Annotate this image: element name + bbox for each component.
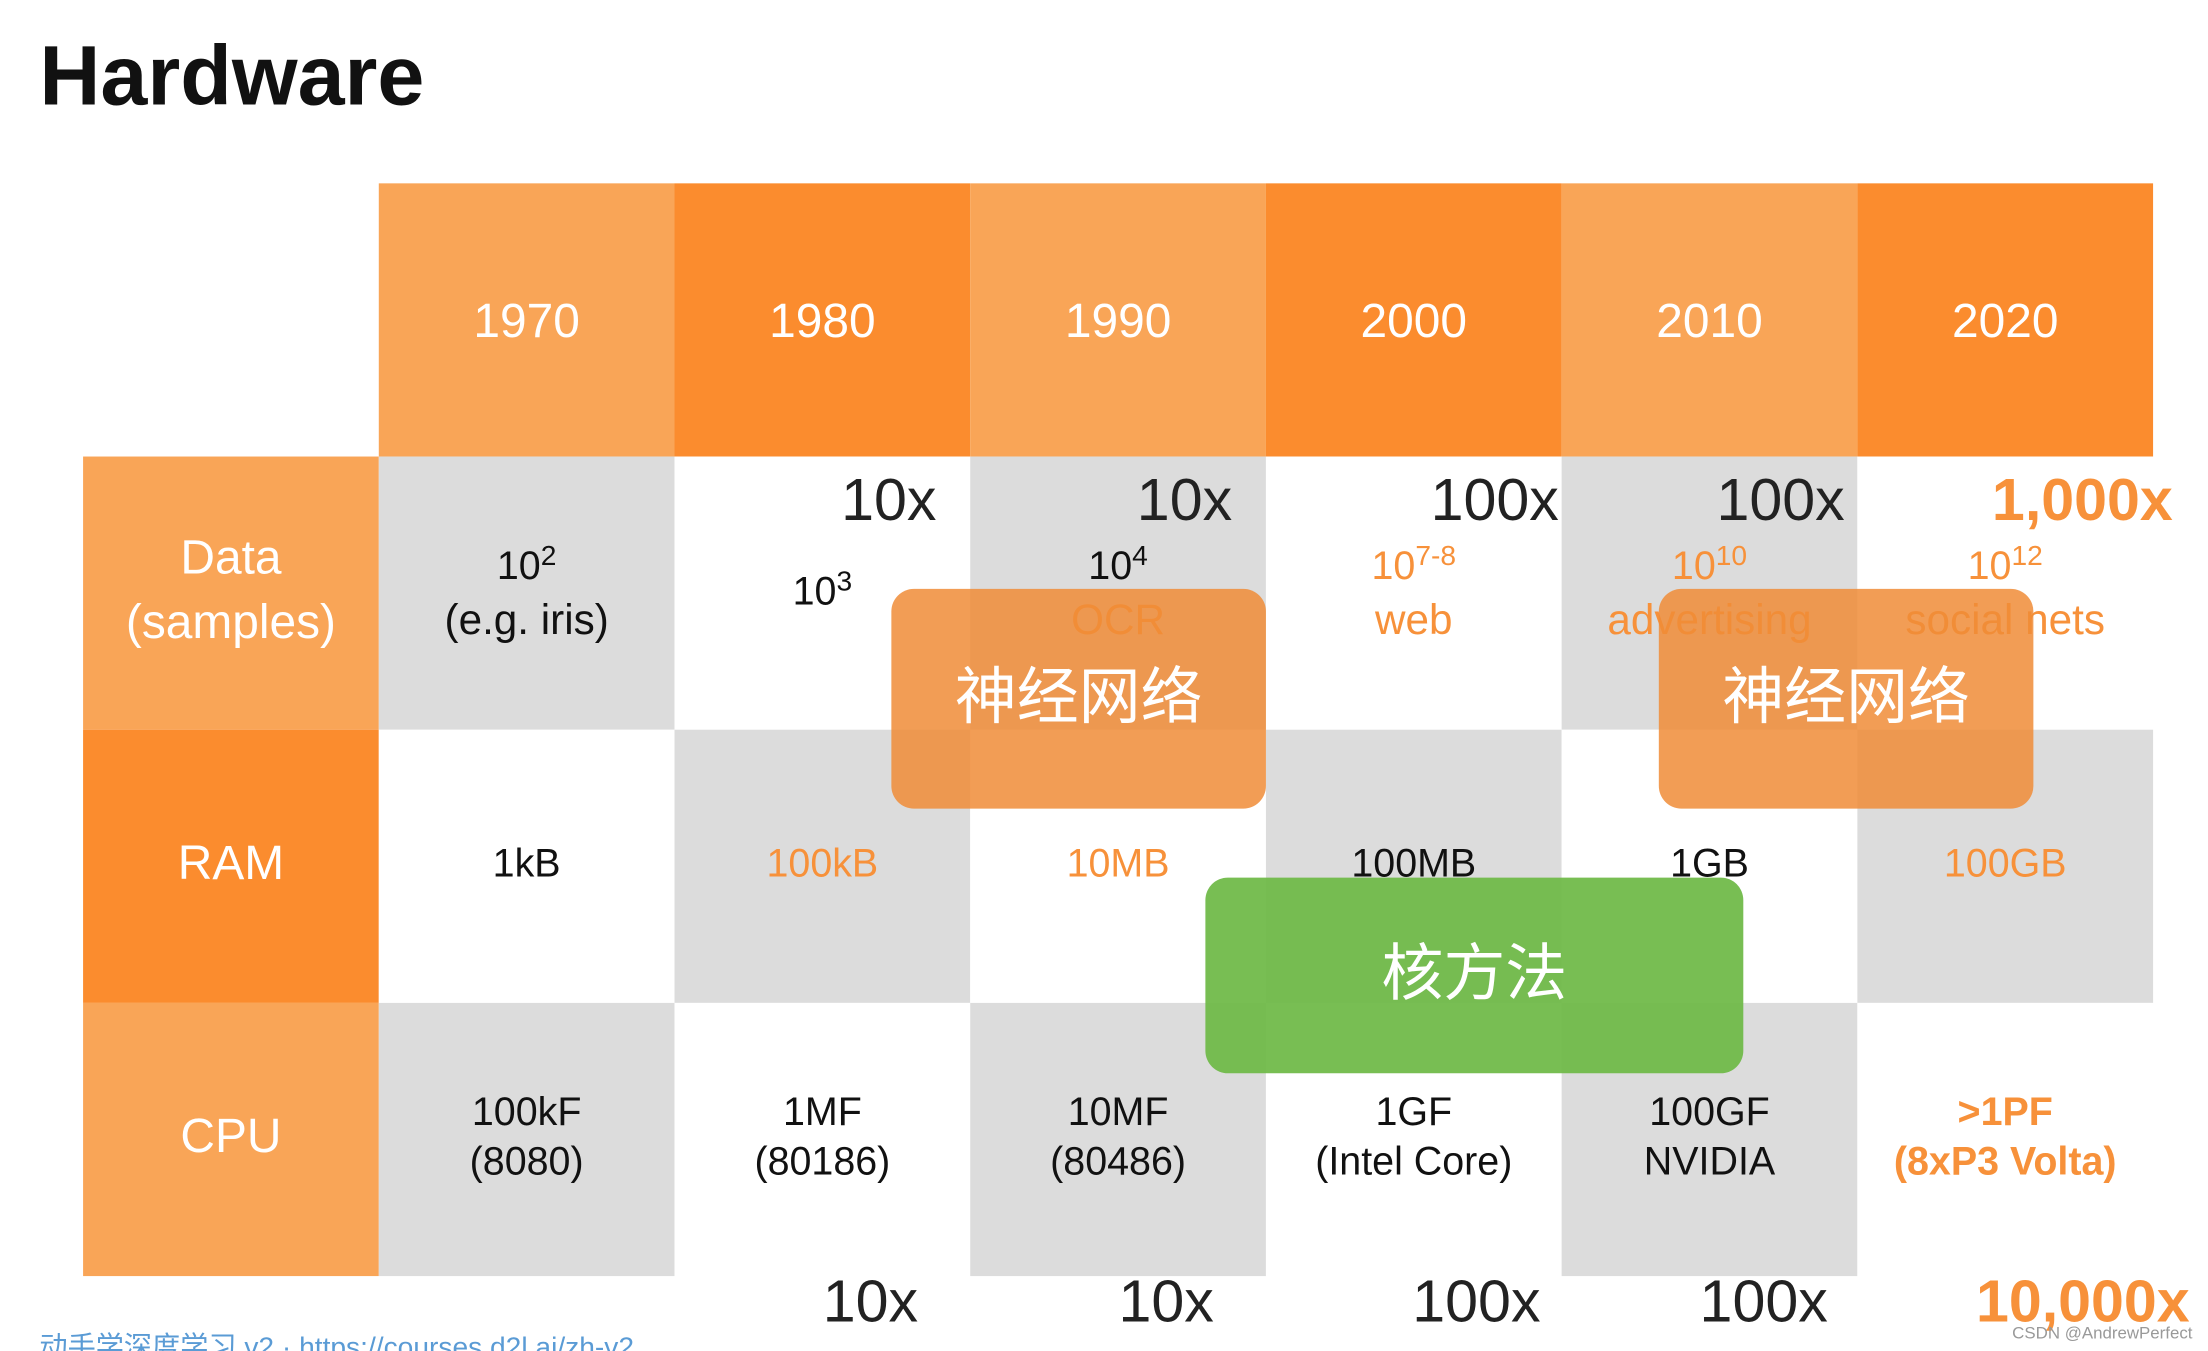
header-cell <box>1265 183 1562 457</box>
power-exponent: 7-8 <box>1415 540 1456 571</box>
growth-label: 10x <box>823 1267 918 1334</box>
footer: 动手学深度学习 v2 · https://courses.d2l.ai/zh-v… <box>39 1332 634 1351</box>
growth-label: 100x <box>1412 1267 1540 1334</box>
cell <box>674 1002 971 1277</box>
power-exponent: 2 <box>541 540 557 571</box>
overlay-label: 神经网络 <box>955 663 1203 732</box>
column-header: 2020 <box>1952 295 2058 348</box>
column-header: 1980 <box>769 295 875 348</box>
growth-label: 10x <box>841 466 936 533</box>
power-exponent: 12 <box>2011 540 2042 571</box>
column-header: 1990 <box>1065 295 1171 348</box>
cell-value: 1010 <box>1672 540 1747 588</box>
cell <box>378 729 675 1003</box>
row-label-cell <box>83 456 379 730</box>
growth-label: 1,000x <box>1992 466 2173 533</box>
header-cell <box>674 183 971 457</box>
cell-value: 10MB <box>1067 842 1170 886</box>
column-header: 2000 <box>1361 295 1467 348</box>
power-base: 10 <box>1968 545 2012 589</box>
slide-title: Hardware <box>39 28 424 122</box>
cell-value: 100GF <box>1649 1090 1769 1134</box>
column-header: 1970 <box>473 295 579 348</box>
power-base: 10 <box>497 545 541 589</box>
cell-value: 100kF <box>472 1090 582 1134</box>
row-label-cell <box>83 729 379 1003</box>
growth-label: 100x <box>1716 466 1844 533</box>
power-base: 10 <box>1088 545 1132 589</box>
overlay-box <box>1205 877 1744 1074</box>
watermark: CSDN @AndrewPerfect <box>2012 1323 2193 1342</box>
cell-value: 104 <box>1088 540 1148 588</box>
growth-label: 100x <box>1431 466 1559 533</box>
overlay-box <box>1658 588 2034 809</box>
cell-value: (8xP3 Volta) <box>1894 1140 2117 1184</box>
power-base: 10 <box>1672 545 1716 589</box>
cell <box>378 1002 675 1277</box>
cell-value: 102 <box>497 540 557 588</box>
cell-value: 103 <box>793 566 853 614</box>
cell-value: 10MF <box>1068 1090 1169 1134</box>
header-cell <box>970 183 1266 457</box>
cell-value: 107-8 <box>1372 540 1457 588</box>
cell <box>1857 1002 2154 1277</box>
power-base: 10 <box>793 570 837 614</box>
power-exponent: 3 <box>836 566 852 597</box>
cell-note: web <box>1374 596 1452 643</box>
power-base: 10 <box>1372 545 1416 589</box>
cell-value: 1kB <box>493 842 561 886</box>
header-cell <box>378 183 675 457</box>
growth-label: 100x <box>1700 1267 1828 1334</box>
power-exponent: 10 <box>1716 540 1747 571</box>
row-label: CPU <box>180 1110 281 1163</box>
overlay-label: 神经网络 <box>1722 663 1970 732</box>
header-cell <box>1561 183 1858 457</box>
growth-label: 10,000x <box>1976 1267 2190 1334</box>
cell <box>1265 456 1562 730</box>
cell-value: NVIDIA <box>1644 1140 1776 1184</box>
column-header: 2010 <box>1656 295 1762 348</box>
cell-note: (e.g. iris) <box>445 596 609 643</box>
row-label: Data <box>180 531 281 584</box>
header-cell <box>1857 183 2154 457</box>
cell-value: 100GB <box>1944 842 2067 886</box>
power-exponent: 4 <box>1132 540 1148 571</box>
growth-label: 10x <box>1119 1267 1214 1334</box>
cell-value: (Intel Core) <box>1315 1140 1512 1184</box>
row-label: (samples) <box>126 596 336 649</box>
overlay-box <box>891 588 1266 809</box>
cell-value: 100kB <box>766 842 878 886</box>
cell-value: 1MF <box>783 1090 862 1134</box>
row-label: RAM <box>178 837 284 890</box>
cell-value: (80186) <box>754 1140 890 1184</box>
cell-value: >1PF <box>1958 1090 2053 1134</box>
growth-label: 10x <box>1137 466 1232 533</box>
row-label-cell <box>83 1002 379 1277</box>
cell <box>378 456 675 730</box>
cell-value: 1GF <box>1375 1090 1452 1134</box>
cell-value: (8080) <box>470 1140 584 1184</box>
cell-value: (80486) <box>1050 1140 1186 1184</box>
cell-value: 1012 <box>1968 540 2043 588</box>
overlay-label: 核方法 <box>1381 940 1567 1009</box>
